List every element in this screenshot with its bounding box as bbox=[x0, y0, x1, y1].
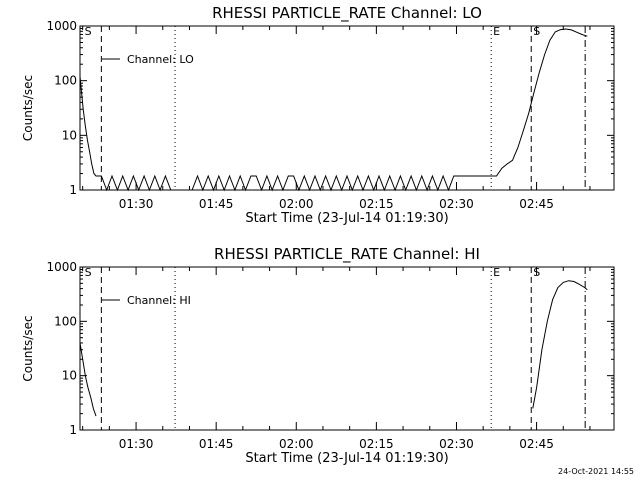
y-tick-label: 1 bbox=[69, 183, 77, 197]
marker-label: S bbox=[533, 266, 540, 279]
x-axis-label: Start Time (23-Jul-14 01:19:30) bbox=[245, 211, 448, 226]
x-tick-label: 01:30 bbox=[119, 437, 154, 451]
x-tick-label: 02:45 bbox=[519, 197, 554, 211]
marker-label: E bbox=[493, 266, 500, 279]
y-axis-label: Counts/sec bbox=[21, 315, 35, 381]
marker-label: S bbox=[85, 25, 92, 38]
y-axis-label: Counts/sec bbox=[21, 75, 35, 141]
timestamp-stamp: 24-Oct-2021 14:55 bbox=[558, 467, 634, 476]
x-tick-label: 01:45 bbox=[199, 437, 234, 451]
plot-frame bbox=[79, 25, 615, 191]
series-line bbox=[79, 342, 97, 417]
plot-frame bbox=[79, 266, 615, 431]
x-tick-label: 02:45 bbox=[519, 437, 554, 451]
x-tick-label: 01:30 bbox=[119, 197, 154, 211]
marker-label: S bbox=[533, 25, 540, 38]
y-tick-label: 1000 bbox=[46, 19, 77, 33]
chart-panel-2: RHESSI PARTICLE_RATE Channel: HI 1 10 100 10… bbox=[21, 245, 615, 466]
series-line bbox=[532, 280, 588, 409]
x-tick-label: 01:45 bbox=[199, 197, 234, 211]
y-tick-label: 100 bbox=[54, 74, 77, 88]
y-tick-label: 100 bbox=[54, 314, 77, 328]
chart-panel-1: RHESSI PARTICLE_RATE Channel: LO 1 10 100 10… bbox=[21, 4, 615, 226]
x-tick-label: 02:15 bbox=[359, 197, 394, 211]
x-tick-label: 02:15 bbox=[359, 437, 394, 451]
y-tick-label: 1000 bbox=[46, 260, 77, 274]
chart-title: RHESSI PARTICLE_RATE Channel: HI bbox=[214, 245, 480, 264]
x-tick-label: 02:00 bbox=[279, 437, 314, 451]
legend-label: Channel: LO bbox=[127, 53, 194, 66]
y-tick-label: 10 bbox=[62, 369, 77, 383]
x-axis-label: Start Time (23-Jul-14 01:19:30) bbox=[245, 451, 448, 466]
chart-title: RHESSI PARTICLE_RATE Channel: LO bbox=[212, 4, 482, 23]
x-tick-label: 02:30 bbox=[439, 437, 474, 451]
y-tick-label: 10 bbox=[62, 128, 77, 142]
marker-label: S bbox=[85, 266, 92, 279]
x-tick-label: 02:30 bbox=[439, 197, 474, 211]
marker-label: E bbox=[493, 25, 500, 38]
x-tick-label: 02:00 bbox=[279, 197, 314, 211]
series-line bbox=[79, 28, 588, 192]
y-tick-label: 1 bbox=[69, 423, 77, 437]
legend-label: Channel: HI bbox=[127, 294, 191, 307]
